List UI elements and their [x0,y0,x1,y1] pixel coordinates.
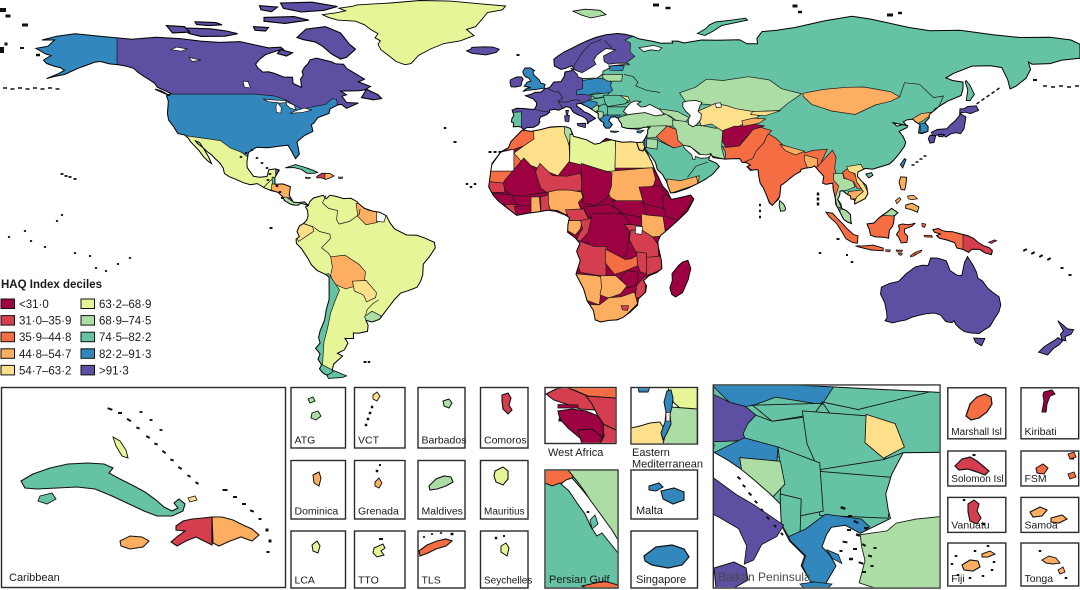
svg-text:44·8–54·7: 44·8–54·7 [19,349,71,361]
svg-text:Kiribati: Kiribati [1025,426,1057,438]
svg-text:VCT: VCT [358,435,380,447]
svg-text:74·5–82·2: 74·5–82·2 [99,332,151,344]
svg-text:FSM: FSM [1025,473,1047,485]
svg-text:68·9–74·5: 68·9–74·5 [99,316,151,328]
svg-text:Barbados: Barbados [422,435,467,447]
svg-text:>91·3: >91·3 [99,365,129,377]
svg-text:<31·0: <31·0 [19,299,49,311]
svg-text:Mauritius: Mauritius [484,507,525,518]
svg-text:West Africa: West Africa [548,447,604,459]
svg-text:Marshall Isl: Marshall Isl [951,427,1002,438]
svg-text:Tonga: Tonga [1025,573,1054,585]
svg-text:LCA: LCA [295,575,315,587]
svg-text:63·2–68·9: 63·2–68·9 [99,299,151,311]
svg-text:Eastern: Eastern [632,447,670,459]
svg-text:TLS: TLS [422,575,441,587]
svg-text:Solomon Isl: Solomon Isl [951,474,1003,485]
svg-text:35·9–44·8: 35·9–44·8 [19,332,71,344]
svg-text:Fiji: Fiji [951,573,964,585]
svg-text:Seychelles: Seychelles [484,576,532,587]
svg-text:Malta: Malta [636,505,664,517]
svg-text:Mediterranean: Mediterranean [632,459,703,471]
svg-text:31·0–35·9: 31·0–35·9 [19,316,71,328]
svg-text:Singapore: Singapore [636,574,686,586]
svg-text:Vanuatu: Vanuatu [951,519,989,531]
svg-text:ATG: ATG [295,435,316,447]
svg-text:54·7–63·2: 54·7–63·2 [19,365,71,377]
svg-text:Maldives: Maldives [422,506,463,518]
svg-text:HAQ Index deciles: HAQ Index deciles [1,279,102,291]
svg-text:Grenada: Grenada [358,506,399,518]
svg-text:TTO: TTO [358,575,379,587]
svg-text:Dominica: Dominica [295,506,339,518]
svg-text:Balkan Peninsula: Balkan Peninsula [718,570,811,584]
svg-text:Caribbean: Caribbean [9,572,60,584]
svg-text:Samoa: Samoa [1025,519,1058,531]
svg-text:Persian Gulf: Persian Gulf [549,574,610,586]
svg-text:Comoros: Comoros [484,435,527,447]
svg-text:82·2–91·3: 82·2–91·3 [99,349,151,361]
